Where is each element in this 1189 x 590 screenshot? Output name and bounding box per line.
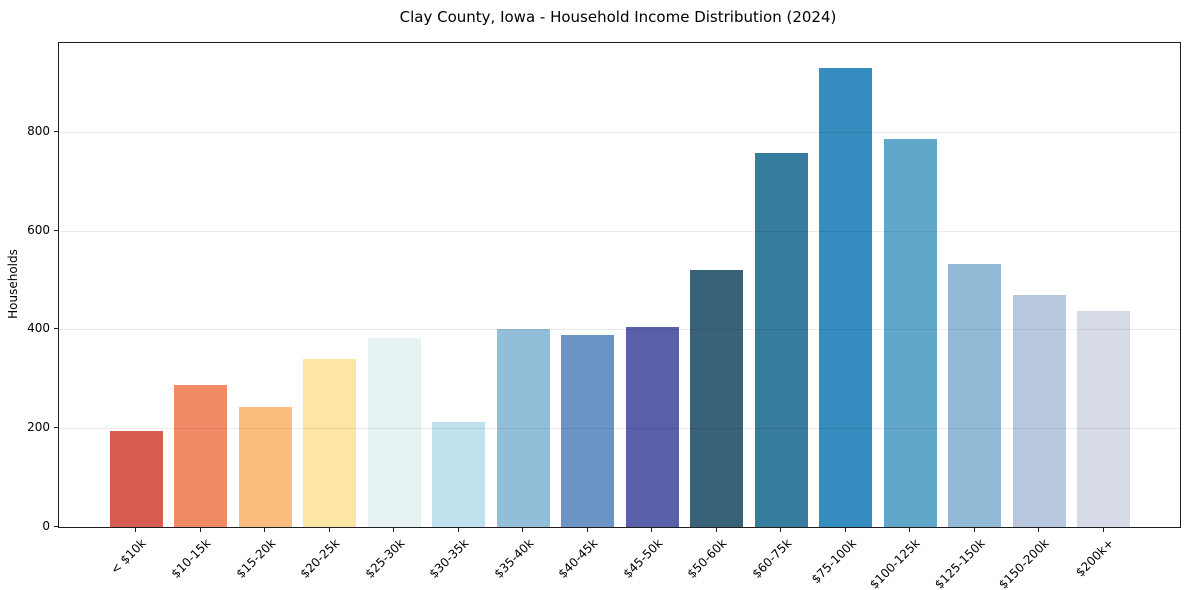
- x-tick-mark: [522, 528, 524, 532]
- bar: [1077, 311, 1131, 527]
- x-tick-label: $45-50k: [620, 536, 666, 581]
- y-tick-label: 600: [27, 222, 50, 237]
- x-tick-label: $125-150k: [931, 536, 988, 590]
- x-tick-mark: [264, 528, 266, 532]
- x-tick-label: $150-200k: [996, 536, 1053, 590]
- x-tick-label: $15-20k: [233, 536, 279, 581]
- bar: [496, 329, 550, 527]
- x-tick-label: $30-35k: [426, 536, 472, 581]
- plot-area: [58, 42, 1181, 528]
- y-tick-mark: [54, 130, 58, 132]
- bar: [690, 270, 744, 527]
- x-tick-mark: [844, 528, 846, 532]
- x-tick-label: < $10k: [108, 536, 150, 577]
- x-tick-label: $200k+: [1073, 536, 1117, 580]
- bar: [109, 430, 163, 527]
- bar: [625, 326, 679, 527]
- bar: [561, 335, 615, 527]
- y-tick-mark: [54, 328, 58, 330]
- x-tick-mark: [715, 528, 717, 532]
- x-tick-label: $10-15k: [168, 536, 214, 581]
- x-tick-mark: [393, 528, 395, 532]
- gridline: [59, 131, 1180, 133]
- bar: [819, 67, 873, 527]
- bar: [238, 406, 292, 527]
- x-tick-label: $100-125k: [867, 536, 924, 590]
- x-tick-label: $25-30k: [362, 536, 408, 581]
- y-tick-label: 400: [27, 321, 50, 336]
- bar: [883, 139, 937, 527]
- x-tick-label: $60-75k: [749, 536, 795, 581]
- y-tick-mark: [54, 526, 58, 527]
- y-tick-label: 800: [27, 123, 50, 138]
- chart-title: Clay County, Iowa - Household Income Dis…: [399, 8, 837, 26]
- x-tick-mark: [973, 528, 975, 532]
- x-tick-label: $75-100k: [808, 536, 859, 587]
- bar: [1012, 294, 1066, 527]
- x-tick-mark: [199, 528, 201, 532]
- y-tick-label: 200: [27, 420, 50, 435]
- x-tick-mark: [780, 528, 782, 532]
- x-tick-mark: [909, 528, 911, 532]
- y-axis-label: Households: [6, 249, 20, 319]
- bar: [367, 337, 421, 527]
- bar: [754, 153, 808, 527]
- bar: [948, 263, 1002, 527]
- x-tick-mark: [328, 528, 330, 532]
- y-tick-label: 0: [42, 519, 50, 533]
- x-tick-mark: [1038, 528, 1040, 532]
- x-tick-mark: [651, 528, 653, 532]
- y-tick-mark: [54, 427, 58, 429]
- gridline: [59, 428, 1180, 430]
- x-tick-mark: [135, 528, 137, 532]
- bar: [174, 384, 228, 527]
- x-tick-label: $40-45k: [555, 536, 601, 581]
- x-tick-mark: [457, 528, 459, 532]
- x-tick-label: $35-40k: [491, 536, 537, 581]
- x-tick-mark: [586, 528, 588, 532]
- y-tick-mark: [54, 229, 58, 231]
- gridline: [59, 230, 1180, 232]
- bar: [303, 359, 357, 527]
- x-tick-label: $20-25k: [297, 536, 343, 581]
- x-tick-label: $50-60k: [684, 536, 730, 581]
- bar: [432, 422, 486, 527]
- x-tick-mark: [1102, 528, 1104, 532]
- gridline: [59, 329, 1180, 331]
